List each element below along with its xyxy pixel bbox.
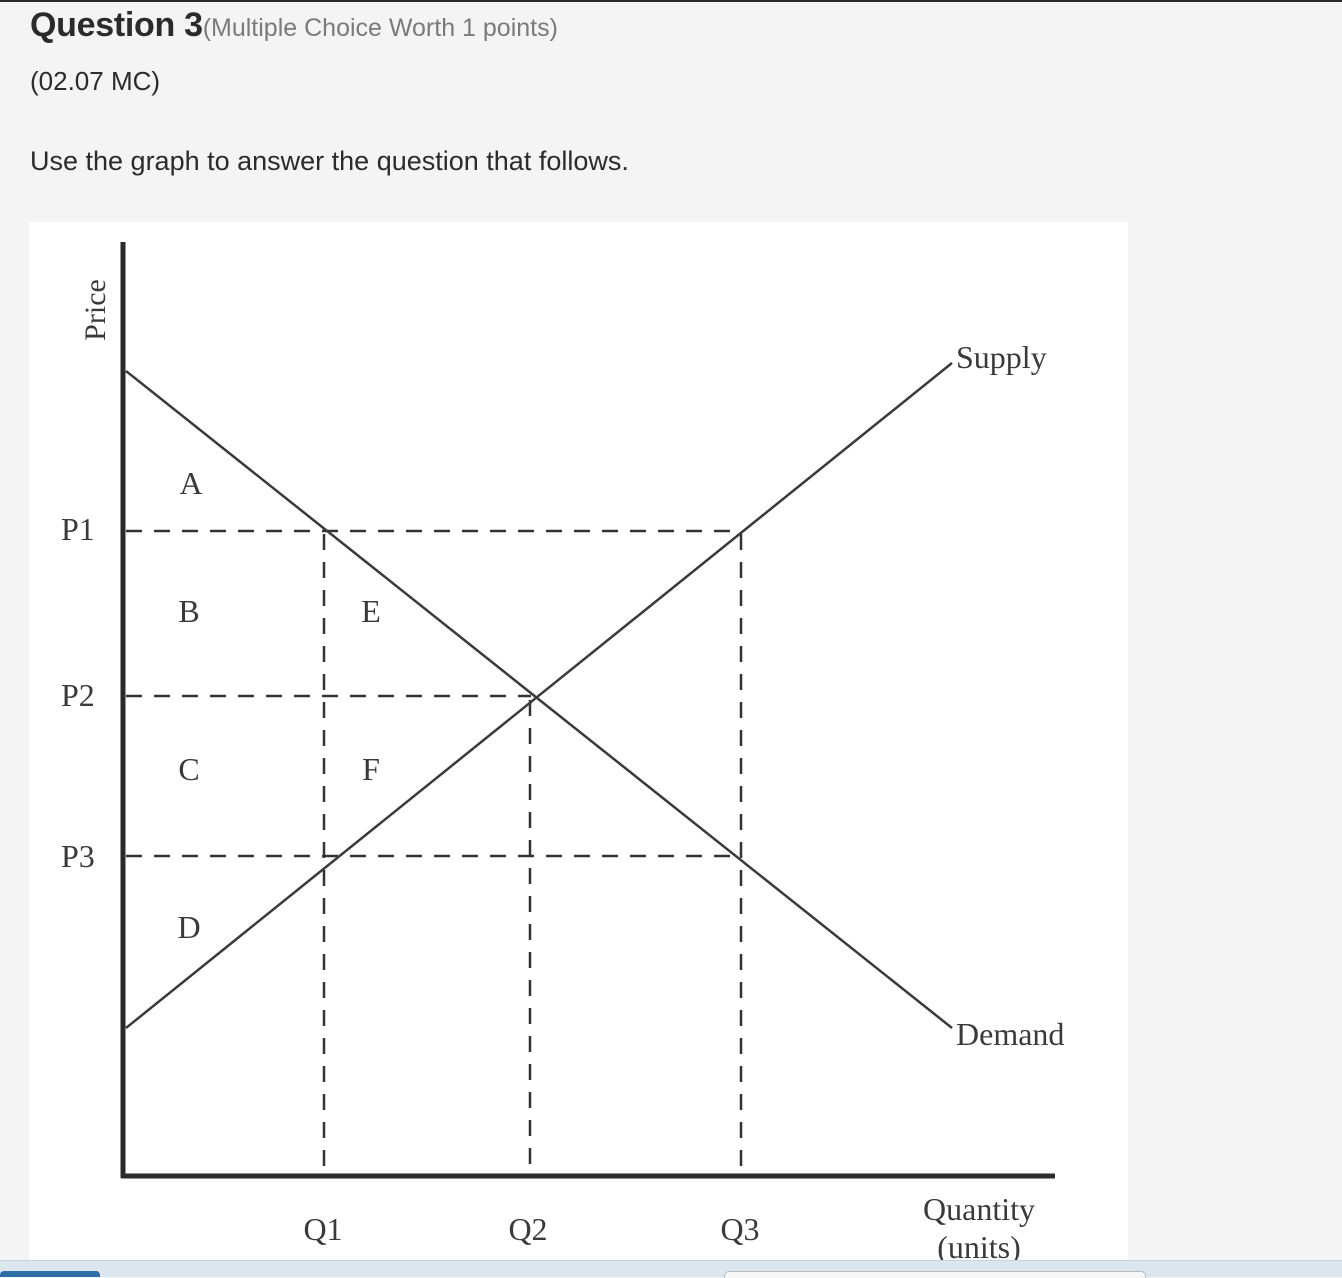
quantity-label-q2: Q2 xyxy=(508,1211,547,1247)
question-title: Question 3 xyxy=(30,6,203,44)
region-label-b: B xyxy=(178,593,199,629)
question-meta: (Multiple Choice Worth 1 points) xyxy=(202,14,558,42)
y-axis-label: Price xyxy=(79,279,112,341)
answer-option-tab[interactable] xyxy=(0,1271,100,1277)
demand-label: Demand xyxy=(956,1016,1064,1052)
x-axis-label-line2: (units) xyxy=(937,1229,1021,1262)
quantity-label-q1: Q1 xyxy=(303,1211,342,1247)
price-label-p3: P3 xyxy=(61,838,95,874)
question-instruction: Use the graph to answer the question tha… xyxy=(30,146,629,176)
answer-option-field[interactable] xyxy=(724,1271,1146,1278)
supply-demand-graph: Price P1 P2 P3 A B C D E F Supply Demand… xyxy=(29,222,1128,1262)
top-divider xyxy=(0,0,1342,2)
region-label-a: A xyxy=(179,465,202,501)
graph-figure: Price P1 P2 P3 A B C D E F Supply Demand… xyxy=(61,242,1064,1262)
demand-curve xyxy=(125,370,953,1029)
x-axis-label-line1: Quantity xyxy=(923,1191,1035,1227)
price-label-p2: P2 xyxy=(61,677,95,713)
supply-label: Supply xyxy=(956,339,1047,375)
supply-curve xyxy=(125,362,953,1029)
question-code: (02.07 MC) xyxy=(30,66,161,96)
region-label-d: D xyxy=(177,909,200,945)
quantity-label-q3: Q3 xyxy=(720,1211,759,1247)
region-label-c: C xyxy=(178,751,199,787)
price-label-p1: P1 xyxy=(61,511,95,547)
region-label-e: E xyxy=(361,593,381,629)
question-header: Question 3(Multiple Choice Worth 1 point… xyxy=(30,6,558,45)
region-label-f: F xyxy=(362,751,380,787)
